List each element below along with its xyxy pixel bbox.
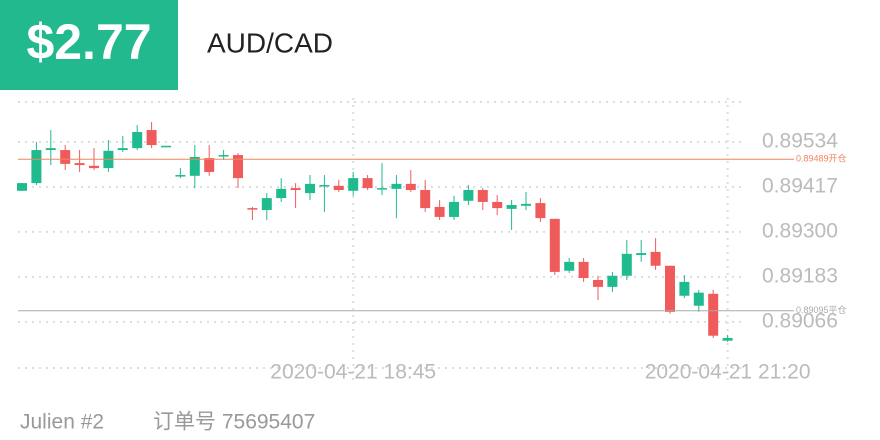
candle-body bbox=[434, 206, 445, 217]
y-tick-label: 0.89300 bbox=[762, 219, 838, 242]
candle-body bbox=[578, 261, 589, 279]
candle-body bbox=[535, 203, 546, 219]
candle-body bbox=[722, 338, 733, 341]
candle-body bbox=[117, 148, 128, 151]
candle-body bbox=[333, 185, 344, 191]
candle-body bbox=[665, 265, 675, 312]
candle-body bbox=[17, 183, 27, 191]
candle-body bbox=[362, 178, 373, 189]
candle-body bbox=[477, 190, 488, 202]
candle-body bbox=[463, 190, 474, 201]
user-name: Julien #2 bbox=[20, 411, 104, 434]
candle-body bbox=[60, 150, 71, 164]
candle-body bbox=[89, 165, 99, 169]
candle-body bbox=[593, 279, 603, 287]
x-tick-label: 2020-04-21 18:45 bbox=[270, 361, 436, 384]
amount-badge bbox=[0, 0, 178, 90]
candle-body bbox=[204, 158, 215, 172]
candle-body bbox=[492, 201, 503, 209]
candle-body bbox=[391, 183, 402, 189]
y-tick-label: 0.89534 bbox=[762, 130, 838, 153]
candle-body bbox=[189, 156, 200, 176]
candle-body bbox=[621, 253, 632, 276]
candle-body bbox=[161, 145, 171, 148]
candle-body bbox=[650, 251, 661, 266]
candle-body bbox=[377, 188, 387, 190]
candle-body bbox=[405, 183, 416, 191]
candle-body bbox=[348, 178, 359, 191]
y-tick-label: 0.89417 bbox=[762, 174, 838, 197]
order-number: 订单号 75695407 bbox=[153, 411, 315, 434]
candle-body bbox=[146, 130, 157, 146]
x-tick-label: 2020-04-21 21:20 bbox=[645, 361, 811, 384]
candle-body bbox=[233, 155, 243, 179]
candle-body bbox=[132, 131, 143, 149]
candle-body bbox=[449, 201, 459, 217]
candle-body bbox=[261, 198, 272, 211]
amount: $2.77 bbox=[26, 14, 151, 70]
candle-body bbox=[679, 281, 690, 296]
candle-body bbox=[31, 150, 42, 184]
candle-body bbox=[636, 253, 647, 255]
y-tick-label: 0.89183 bbox=[762, 264, 838, 287]
candle-body bbox=[420, 190, 431, 209]
candle-body bbox=[247, 208, 258, 210]
candle-body bbox=[564, 261, 575, 271]
candle-body bbox=[305, 183, 315, 194]
candle-body bbox=[276, 188, 287, 199]
candle-body bbox=[319, 185, 330, 187]
candle-body bbox=[74, 163, 85, 166]
position-label: 0.89489开仓 bbox=[796, 153, 847, 164]
candle-body bbox=[607, 275, 618, 287]
candle-body bbox=[45, 148, 56, 151]
symbol: AUD/CAD bbox=[207, 27, 333, 58]
candle-body bbox=[549, 218, 560, 272]
candle-body bbox=[506, 205, 517, 209]
position-label: 0.89095平仓 bbox=[796, 304, 847, 315]
candle-body bbox=[693, 292, 704, 306]
candle-body bbox=[218, 155, 229, 157]
candle-body bbox=[290, 188, 301, 191]
candle-body bbox=[521, 203, 531, 206]
y-tick-label: 0.89066 bbox=[762, 309, 838, 332]
candle-body bbox=[708, 293, 719, 336]
candle-body bbox=[175, 175, 186, 177]
